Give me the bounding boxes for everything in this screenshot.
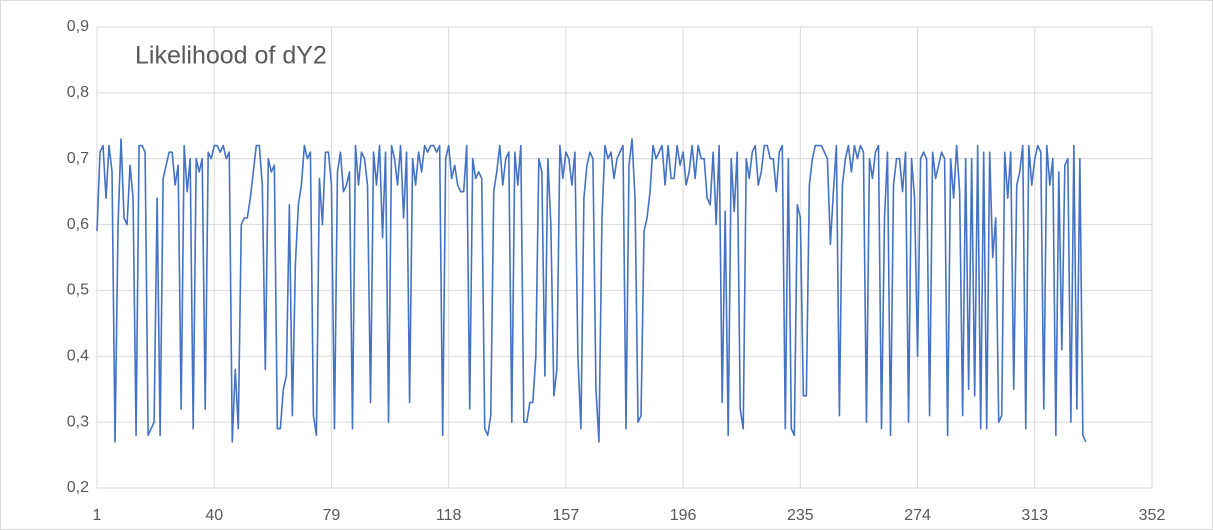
x-tick-label: 1 — [93, 507, 102, 524]
y-tick-label: 0,4 — [67, 348, 89, 365]
y-tick-label: 0,3 — [67, 413, 89, 430]
y-tick-label: 0,8 — [67, 84, 89, 101]
y-tick-label: 0,5 — [67, 282, 89, 299]
grid — [96, 26, 1153, 489]
x-tick-label: 79 — [323, 507, 341, 524]
x-tick-label: 157 — [553, 507, 580, 524]
x-tick-label: 313 — [1021, 507, 1048, 524]
y-tick-label: 0,9 — [67, 18, 89, 35]
y-tick-label: 0,2 — [67, 479, 89, 496]
marks — [96, 138, 1087, 443]
x-tick-label: 40 — [205, 507, 223, 524]
y-tick-label: 0,7 — [67, 150, 89, 167]
y-tick-label: 0,6 — [67, 216, 89, 233]
x-tick-label: 118 — [436, 507, 462, 524]
chart-title: Likelihood of dY2 — [135, 42, 327, 70]
x-tick-label: 235 — [787, 507, 814, 524]
data-line — [96, 138, 1087, 443]
x-tick-label: 196 — [670, 507, 697, 524]
x-tick-label: 274 — [904, 507, 931, 524]
x-tick-label: 352 — [1139, 507, 1166, 524]
